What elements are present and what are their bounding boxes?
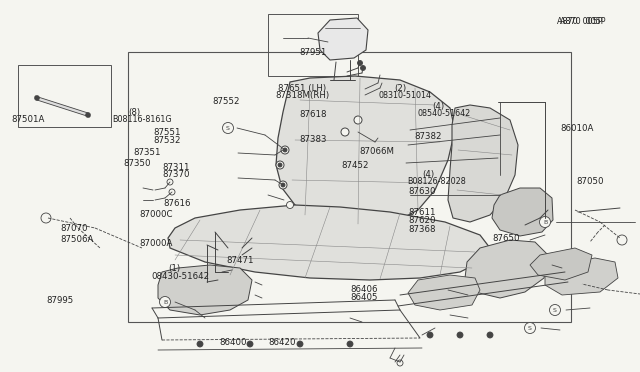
Circle shape [167,179,173,185]
Circle shape [247,341,253,347]
Text: S: S [553,308,557,312]
Text: 87070: 87070 [61,224,88,233]
Text: 87000A: 87000A [139,239,172,248]
Text: 86405: 86405 [351,293,378,302]
Polygon shape [158,265,252,315]
Circle shape [86,112,90,118]
Text: 87471: 87471 [226,256,253,265]
Circle shape [278,163,282,167]
Circle shape [360,65,365,71]
Text: S: S [528,326,532,330]
Text: 87383: 87383 [300,135,327,144]
Text: 86420: 86420 [269,338,296,347]
Text: 87650: 87650 [493,234,520,243]
Text: 87616: 87616 [163,199,191,208]
Text: 87551: 87551 [154,128,181,137]
Circle shape [35,96,40,100]
Text: B08116-8161G: B08116-8161G [112,115,172,124]
Circle shape [281,146,289,154]
Circle shape [525,323,536,334]
Text: 08430-51642: 08430-51642 [152,272,210,280]
Text: 08310-51014: 08310-51014 [379,91,432,100]
Circle shape [457,332,463,338]
Text: 87651 (LH): 87651 (LH) [278,84,326,93]
Circle shape [427,332,433,338]
Text: 87611: 87611 [408,208,436,217]
Circle shape [354,116,362,124]
Polygon shape [530,248,592,280]
Polygon shape [408,275,480,310]
Text: 87370: 87370 [162,170,189,179]
Polygon shape [545,258,618,295]
Polygon shape [276,76,455,228]
Circle shape [276,161,284,169]
Text: 86406: 86406 [351,285,378,294]
Text: A870  005P: A870 005P [557,17,602,26]
Text: 86010A: 86010A [560,124,593,133]
Circle shape [281,183,285,187]
Circle shape [358,61,362,65]
Text: 87050: 87050 [576,177,604,186]
Polygon shape [465,240,548,298]
Circle shape [169,189,175,195]
Text: S: S [226,125,230,131]
Circle shape [397,360,403,366]
Text: 87368: 87368 [408,225,436,234]
Text: (4): (4) [433,102,445,110]
Circle shape [41,213,51,223]
Circle shape [341,128,349,136]
Text: (2): (2) [394,84,406,93]
Polygon shape [448,105,518,222]
Polygon shape [492,188,553,236]
Text: 87452: 87452 [341,161,369,170]
Text: 87532: 87532 [154,136,181,145]
Polygon shape [168,205,490,280]
Circle shape [487,332,493,338]
Circle shape [550,305,561,315]
Text: 87951: 87951 [300,48,327,57]
Circle shape [617,235,627,245]
Text: 87552: 87552 [212,97,240,106]
Text: B08126-82028: B08126-82028 [407,177,466,186]
Text: 87350: 87350 [124,159,151,168]
Text: 87311: 87311 [162,163,189,171]
Text: 87618: 87618 [300,110,327,119]
Text: (4): (4) [422,170,435,179]
Circle shape [197,341,203,347]
Text: 87506A: 87506A [61,235,94,244]
Polygon shape [318,18,368,60]
Bar [268,14,358,76]
Text: 87630: 87630 [408,187,436,196]
Circle shape [297,341,303,347]
Text: (8): (8) [128,108,140,117]
Text: 87318M(RH): 87318M(RH) [275,92,330,100]
Text: 87000C: 87000C [139,210,172,219]
Circle shape [159,296,170,308]
Text: 87501A: 87501A [12,115,45,124]
Text: B: B [163,299,167,305]
Circle shape [540,217,550,228]
Text: 08540-51642: 08540-51642 [418,109,471,118]
Bar [128,52,571,322]
Text: 87066M: 87066M [360,147,395,156]
Text: A870  005P: A870 005P [560,17,605,26]
Polygon shape [35,96,90,117]
Circle shape [279,181,287,189]
Circle shape [287,202,294,208]
Text: (1): (1) [168,264,180,273]
Circle shape [283,148,287,152]
Circle shape [223,122,234,134]
Circle shape [347,341,353,347]
Text: 87351: 87351 [133,148,161,157]
Text: 87620: 87620 [408,217,436,225]
Text: 86400: 86400 [219,338,246,347]
Bar [18,65,111,127]
Text: 87382: 87382 [415,132,442,141]
Text: B: B [543,219,547,224]
Text: 87995: 87995 [46,296,73,305]
